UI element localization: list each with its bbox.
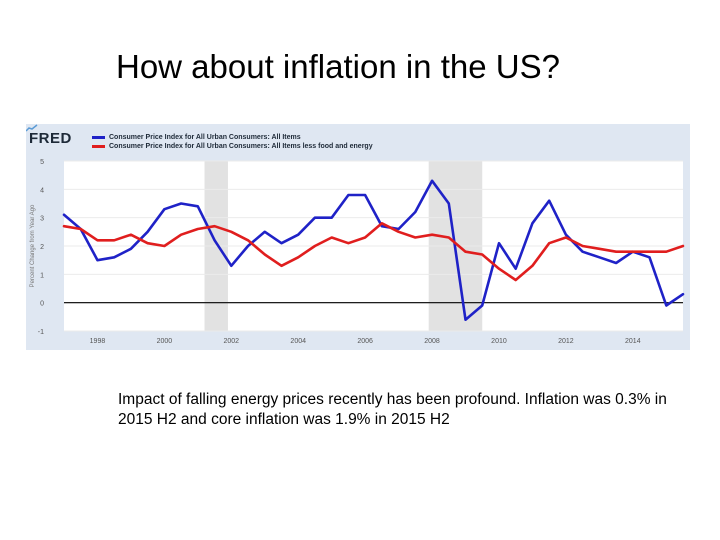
- fred-logo: FRED: [29, 130, 72, 147]
- x-tick-label: 2006: [357, 338, 373, 345]
- x-tick-label: 2004: [290, 338, 306, 345]
- legend-item-core: Consumer Price Index for All Urban Consu…: [92, 142, 373, 151]
- x-tick-label: 2002: [224, 338, 240, 345]
- y-tick-label: 1: [40, 272, 44, 279]
- legend-label-core: Consumer Price Index for All Urban Consu…: [109, 143, 373, 150]
- legend-item-all-items: Consumer Price Index for All Urban Consu…: [92, 133, 373, 142]
- y-tick-label: 4: [40, 187, 44, 194]
- slide-caption: Impact of falling energy prices recently…: [118, 391, 667, 428]
- y-tick-label: 3: [40, 216, 44, 223]
- slide-title: How about inflation in the US?: [116, 48, 560, 85]
- series-line-all-items: [62, 179, 685, 321]
- y-tick-label: 5: [40, 159, 44, 166]
- fred-chart: -1 0 1 2 3 4 5 1998 2000 2002 2004 2006 2008 2010 2012…: [26, 124, 690, 350]
- x-tick-label: 2000: [157, 338, 173, 345]
- x-tick-label: 1998: [90, 338, 106, 345]
- legend-label-all-items: Consumer Price Index for All Urban Consu…: [109, 134, 301, 141]
- chart-plot: -1 0 1 2 3 4 5 1998 2000 2002 2004 2006 2008 2010 2012…: [30, 159, 685, 345]
- x-tick-label: 2012: [558, 338, 574, 345]
- y-tick-label: 2: [40, 244, 44, 251]
- x-tick-label: 2010: [491, 338, 507, 345]
- x-tick-label: 2014: [625, 338, 641, 345]
- legend-swatch-all-items: [92, 136, 105, 139]
- legend-swatch-core: [92, 145, 105, 148]
- y-axis-label: Percent Change from Year Ago: [30, 204, 36, 287]
- y-tick-label: 0: [40, 301, 44, 308]
- chart-legend: Consumer Price Index for All Urban Consu…: [92, 133, 373, 151]
- x-tick-label: 2008: [424, 338, 440, 345]
- y-tick-label: -1: [38, 329, 44, 336]
- series-line-core: [62, 222, 685, 282]
- fred-trend-icon: [26, 124, 38, 132]
